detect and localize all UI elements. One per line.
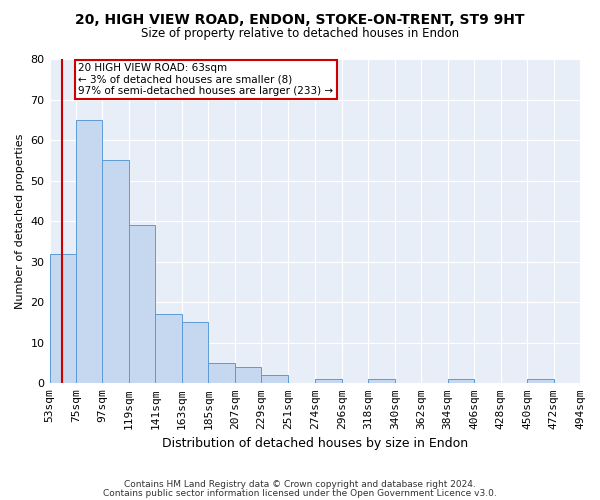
- Text: 20, HIGH VIEW ROAD, ENDON, STOKE-ON-TRENT, ST9 9HT: 20, HIGH VIEW ROAD, ENDON, STOKE-ON-TREN…: [75, 12, 525, 26]
- Bar: [50, 254, 76, 384]
- Bar: [261, 375, 288, 384]
- Bar: [235, 367, 261, 384]
- Bar: [316, 380, 342, 384]
- Bar: [129, 225, 155, 384]
- Text: Size of property relative to detached houses in Endon: Size of property relative to detached ho…: [141, 28, 459, 40]
- Bar: [208, 363, 235, 384]
- Bar: [527, 380, 554, 384]
- X-axis label: Distribution of detached houses by size in Endon: Distribution of detached houses by size …: [162, 437, 468, 450]
- Bar: [155, 314, 182, 384]
- Bar: [76, 120, 103, 384]
- Bar: [580, 380, 600, 384]
- Bar: [182, 322, 208, 384]
- Bar: [368, 380, 395, 384]
- Bar: [448, 380, 474, 384]
- Y-axis label: Number of detached properties: Number of detached properties: [15, 134, 25, 309]
- Text: Contains HM Land Registry data © Crown copyright and database right 2024.: Contains HM Land Registry data © Crown c…: [124, 480, 476, 489]
- Bar: [103, 160, 129, 384]
- Text: 20 HIGH VIEW ROAD: 63sqm
← 3% of detached houses are smaller (8)
97% of semi-det: 20 HIGH VIEW ROAD: 63sqm ← 3% of detache…: [79, 63, 334, 96]
- Text: Contains public sector information licensed under the Open Government Licence v3: Contains public sector information licen…: [103, 488, 497, 498]
